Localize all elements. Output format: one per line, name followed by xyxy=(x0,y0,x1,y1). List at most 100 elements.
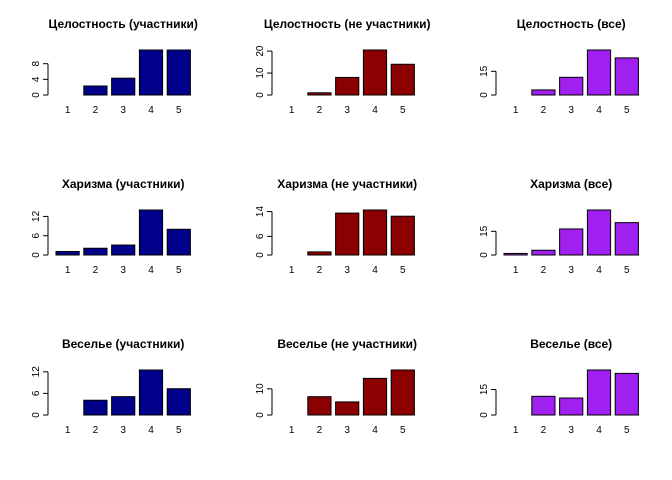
x-tick-label: 1 xyxy=(513,265,519,276)
bar xyxy=(111,77,136,96)
x-tick-label: 3 xyxy=(568,105,574,116)
y-tick-label: 0 xyxy=(479,412,490,418)
x-tick-label: 2 xyxy=(541,265,547,276)
bar xyxy=(586,369,612,416)
bar xyxy=(559,76,584,96)
x-tick-label: 5 xyxy=(624,105,630,116)
chart-title: Целостность (не участники) xyxy=(264,17,431,31)
x-tick-label: 3 xyxy=(568,425,574,436)
x-tick-label: 3 xyxy=(120,265,126,276)
x-tick-label: 5 xyxy=(400,265,406,276)
x-tick-label: 2 xyxy=(317,425,323,436)
x-tick-label: 5 xyxy=(400,105,406,116)
chart-panel: Веселье (не участники) 1 2 3 4 5 0 10 xyxy=(255,337,417,436)
x-tick-label: 4 xyxy=(148,425,154,436)
y-tick-label: 6 xyxy=(31,390,42,396)
x-tick-label: 1 xyxy=(289,425,295,436)
y-tick-label: 12 xyxy=(31,366,42,378)
x-tick-label: 4 xyxy=(148,105,154,116)
y-tick-label: 15 xyxy=(479,225,490,237)
x-tick-label: 2 xyxy=(541,425,547,436)
bar xyxy=(390,369,415,416)
chart-title: Веселье (участники) xyxy=(62,337,184,351)
x-tick-label: 1 xyxy=(513,425,519,436)
bar xyxy=(138,369,164,416)
bar xyxy=(83,399,108,416)
y-tick-label: 0 xyxy=(479,252,490,258)
bar xyxy=(83,247,108,256)
bar xyxy=(55,250,80,256)
x-tick-label: 3 xyxy=(344,425,350,436)
x-tick-label: 1 xyxy=(289,265,295,276)
x-tick-label: 4 xyxy=(372,105,378,116)
x-tick-label: 5 xyxy=(624,425,630,436)
bar xyxy=(586,209,612,256)
y-tick-label: 0 xyxy=(255,412,266,418)
chart-panel: Целостность (все) 1 2 3 4 5 0 15 xyxy=(479,17,639,116)
chart-title: Харизма (не участники) xyxy=(277,177,417,191)
x-tick-label: 4 xyxy=(148,265,154,276)
x-tick-label: 4 xyxy=(596,105,602,116)
y-tick-label: 0 xyxy=(479,92,490,98)
x-tick-label: 1 xyxy=(65,265,71,276)
chart-title: Харизма (участники) xyxy=(62,177,185,191)
chart-panel: Харизма (не участники) 1 2 3 4 5 0 6 14 xyxy=(255,177,417,276)
bar xyxy=(614,372,639,416)
x-tick-label: 5 xyxy=(176,425,182,436)
bar xyxy=(138,209,164,256)
y-tick-label: 10 xyxy=(255,383,266,395)
x-tick-label: 5 xyxy=(400,425,406,436)
y-tick-label: 10 xyxy=(255,67,266,79)
x-tick-label: 1 xyxy=(289,105,295,116)
y-tick-label: 6 xyxy=(31,232,42,238)
bar xyxy=(531,249,556,256)
x-tick-label: 5 xyxy=(624,265,630,276)
x-tick-label: 4 xyxy=(372,265,378,276)
x-tick-label: 3 xyxy=(344,105,350,116)
bar xyxy=(166,388,191,416)
bar xyxy=(614,57,639,96)
x-tick-label: 1 xyxy=(513,105,519,116)
y-tick-label: 15 xyxy=(479,384,490,396)
y-tick-label: 8 xyxy=(31,60,42,66)
bar xyxy=(503,252,528,256)
bar xyxy=(362,209,388,256)
x-tick-label: 3 xyxy=(120,425,126,436)
bar xyxy=(335,212,360,256)
y-tick-label: 15 xyxy=(479,65,490,77)
chart-panel: Целостность (не участники) 1 2 3 4 5 0 10 20 xyxy=(255,17,430,116)
x-tick-label: 3 xyxy=(568,265,574,276)
chart-title: Веселье (не участники) xyxy=(277,337,417,351)
chart-panel: Харизма (все) 1 2 3 4 5 0 15 xyxy=(479,177,639,276)
bar xyxy=(83,85,108,96)
chart-title: Веселье (все) xyxy=(530,337,612,351)
x-tick-label: 2 xyxy=(93,105,99,116)
x-tick-label: 4 xyxy=(372,425,378,436)
y-tick-label: 0 xyxy=(255,252,266,258)
bar xyxy=(111,396,136,416)
bar xyxy=(307,396,332,416)
x-tick-label: 2 xyxy=(541,105,547,116)
bar xyxy=(138,49,164,96)
y-tick-label: 0 xyxy=(31,252,42,258)
bar xyxy=(362,49,388,96)
y-tick-label: 0 xyxy=(31,92,42,98)
bar xyxy=(531,395,556,416)
bar xyxy=(614,222,639,256)
bar xyxy=(335,401,360,416)
x-tick-label: 1 xyxy=(65,425,71,436)
x-tick-label: 2 xyxy=(317,105,323,116)
x-tick-label: 3 xyxy=(344,265,350,276)
bar xyxy=(166,49,191,96)
bar xyxy=(390,215,415,256)
y-tick-label: 4 xyxy=(31,76,42,82)
y-tick-label: 14 xyxy=(255,206,266,218)
bar xyxy=(307,92,332,96)
x-tick-label: 2 xyxy=(93,425,99,436)
x-tick-label: 4 xyxy=(596,425,602,436)
x-tick-label: 1 xyxy=(65,105,71,116)
bar xyxy=(362,377,388,416)
bar xyxy=(111,244,136,256)
